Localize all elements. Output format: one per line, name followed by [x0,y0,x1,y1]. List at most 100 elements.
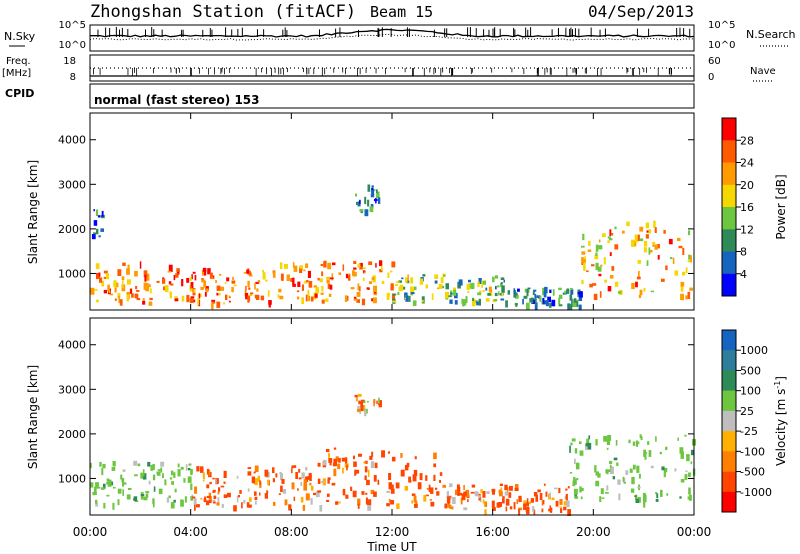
power-cell [338,272,342,275]
velocity-cell [209,481,212,485]
power-cell [203,280,207,288]
velocity-colorbar-swatches [722,330,736,513]
velocity-cell [623,482,626,484]
power-cell [645,234,649,239]
power-cell [598,239,601,243]
power-cell [652,244,655,247]
velocity-cell [96,486,101,489]
power-cell [466,283,470,290]
power-cell [588,240,591,246]
power-colorbar-swatch [722,118,736,141]
velocity-cell [526,502,529,507]
power-cell [369,281,372,285]
velocity-colorbar-swatch [722,370,736,391]
power-cell [139,261,142,269]
velocity-cell [612,476,616,480]
power-cell [211,302,214,310]
velocity-cell [679,496,682,499]
velocity-cell [147,461,151,467]
power-colorbar-swatch [722,207,736,230]
velocity-colorbar-swatch [722,471,736,493]
velocity-cell [381,450,385,458]
power-cell [648,229,652,234]
power-cell [661,278,665,282]
velocity-cell [360,405,364,412]
velocity-cell [685,470,688,473]
velocity-cell [90,482,94,488]
velocity-cell [170,502,175,509]
velocity-cell [505,506,508,512]
velocity-cell [559,506,562,508]
velocity-cell [569,445,571,453]
velocity-cell [177,463,180,468]
velocity-cell [533,492,538,497]
power-cell [220,286,224,291]
power-cell [682,247,685,255]
velocity-cell [426,488,431,490]
velocity-colorbar-tick-label: -100 [740,445,765,458]
power-cell [368,261,373,265]
power-cell [359,199,361,204]
velocity-cell [266,490,269,494]
velocity-cell [470,491,475,494]
power-cell [286,274,290,281]
velocity-colorbar: 1000 500 100 25 -25 -100 -500 -1000 Velocity [m… [721,329,788,513]
power-cell [646,230,649,233]
velocity-cell [656,493,659,499]
power-cell [215,280,217,284]
velocity-cell [246,502,250,508]
velocity-cell [430,487,434,494]
y-tick-label: 1000 [58,472,86,485]
velocity-cell [688,487,691,495]
power-cell [174,296,178,299]
velocity-cell [535,494,538,502]
velocity-cell [549,492,551,498]
power-heatmap [90,184,693,310]
velocity-cell [206,484,210,489]
power-cell [578,294,583,301]
power-cell [461,298,463,304]
velocity-cell [606,447,609,450]
power-cell [391,293,396,301]
velocity-cell [331,482,336,486]
power-cell [672,257,675,264]
velocity-cell [310,498,313,505]
velocity-cell [332,462,337,467]
power-cell [646,260,649,266]
power-cell [367,184,371,192]
velocity-cell [295,472,298,479]
velocity-cell [156,472,161,476]
velocity-cell [554,487,558,490]
power-cell [350,287,355,290]
power-cell [645,222,650,229]
power-cell [685,295,688,300]
power-cell [186,278,190,283]
velocity-cell [606,440,611,445]
power-cell [581,257,584,264]
velocity-cell [169,477,173,480]
power-cell [103,270,108,274]
power-cell [643,247,647,253]
velocity-cell [200,466,204,473]
power-cell [390,283,394,291]
cpid-mode-text: normal (fast stereo) 153 [94,93,260,107]
velocity-cell [254,478,258,486]
power-cell [262,270,265,273]
velocity-cell [634,495,637,497]
velocity-cell [94,486,97,494]
power-cell [122,262,126,266]
power-cell [118,296,120,304]
velocity-cell [238,495,240,498]
velocity-cell [412,474,417,482]
velocity-cell [537,489,541,493]
velocity-cell [360,399,365,402]
power-cell [106,273,110,280]
velocity-cell [160,467,163,473]
velocity-cell [145,491,150,493]
power-cell [513,288,516,295]
power-cell [419,278,423,285]
power-colorbar-tick-label: 16 [740,201,754,214]
power-colorbar-label: Power [dB] [774,174,788,239]
velocity-cell [361,491,365,495]
velocity-cell [134,474,138,477]
